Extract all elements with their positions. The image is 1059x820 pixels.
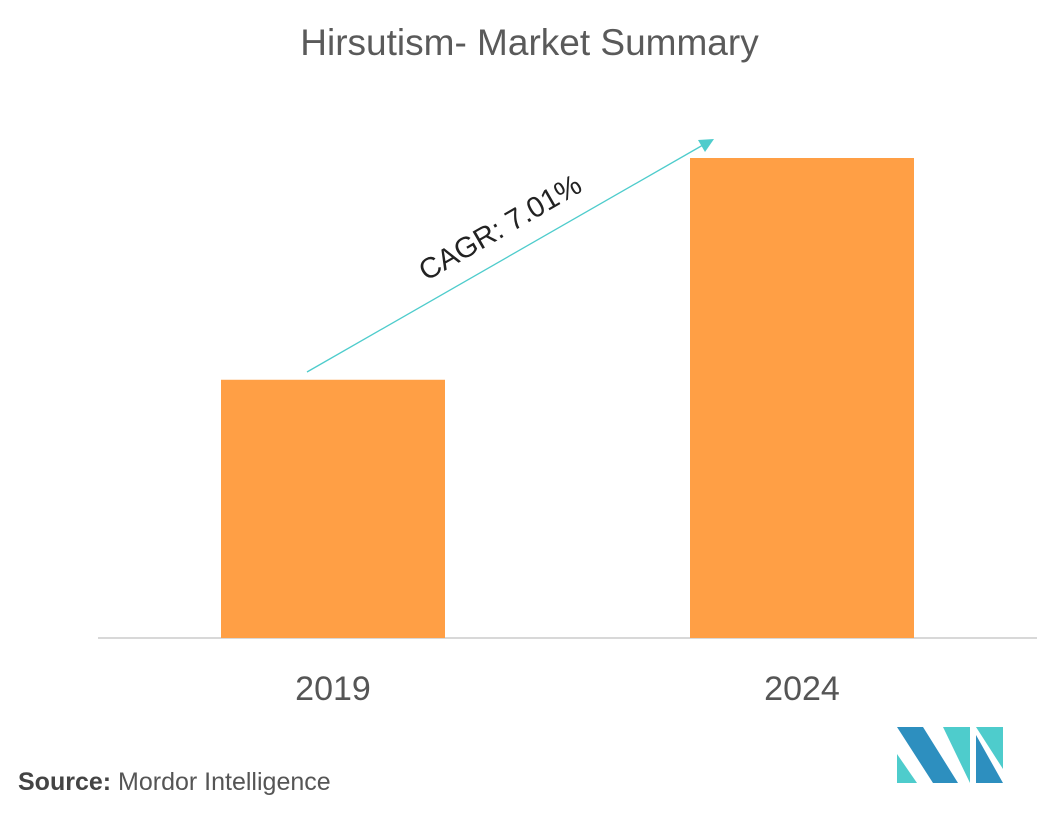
chart-title: Hirsutism- Market Summary: [300, 22, 759, 63]
source-label: Source:: [18, 768, 112, 796]
mordor-logo: [897, 727, 1003, 783]
cagr-arrow: [306, 139, 714, 373]
x-tick-label: 2024: [764, 670, 840, 708]
source-note: Source: Mordor Intelligence: [18, 768, 331, 797]
source-text: Mordor Intelligence: [118, 768, 331, 796]
x-tick-label: 2019: [295, 670, 371, 708]
cagr-label: CAGR: 7.01%: [414, 169, 588, 288]
bar-2019: [221, 379, 445, 638]
bar-2024: [690, 158, 914, 638]
